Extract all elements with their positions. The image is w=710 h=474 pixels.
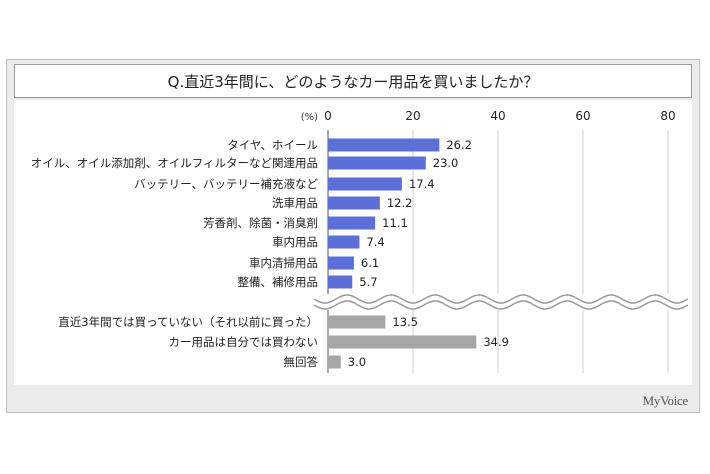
category-label: 無回答	[284, 355, 319, 369]
x-tick-label: 80	[660, 109, 675, 123]
chart-title: Q.直近3年間に、どのようなカー用品を買いましたか？	[167, 72, 539, 91]
bar	[328, 156, 426, 170]
category-label: 芳香剤、除菌・消臭剤	[203, 216, 318, 230]
brand-logo: MyVoice	[642, 393, 689, 408]
value-label: 12.2	[387, 196, 413, 210]
bar	[328, 177, 402, 191]
category-label: カー用品は自分では買わない	[169, 335, 319, 349]
plot-panel: 0 20 40 60 80 (%) タイヤ、ホイール 26.2 オイル、オイル添加剤、オイルフィ…	[14, 100, 692, 385]
bar	[328, 335, 477, 349]
bar	[328, 138, 440, 152]
value-label: 13.5	[392, 315, 418, 329]
unit-label: (%)	[301, 112, 318, 123]
value-label: 11.1	[382, 216, 408, 230]
category-label: 車内用品	[272, 235, 318, 249]
bar	[328, 235, 360, 249]
bar	[328, 355, 341, 369]
category-label: タイヤ、ホイール	[227, 138, 318, 152]
x-tick-label: 20	[405, 109, 420, 123]
x-tick-label: 0	[324, 109, 332, 123]
category-label: 整備、補修用品	[238, 275, 319, 289]
chart-title-box: Q.直近3年間に、どのようなカー用品を買いましたか？	[14, 64, 692, 98]
category-label: 洗車用品	[272, 196, 318, 210]
bar	[328, 196, 380, 210]
category-label: 直近3年間では買っていない（それ以前に買った）	[58, 315, 318, 329]
x-tick-label: 60	[575, 109, 590, 123]
bar	[328, 256, 354, 270]
category-label: バッテリー、バッテリー補充液など	[134, 177, 318, 191]
value-label: 26.2	[446, 138, 472, 152]
axis-break-line	[313, 300, 689, 310]
value-label: 6.1	[361, 256, 379, 270]
axis-break-line	[313, 294, 689, 304]
bar-chart: 0 20 40 60 80 (%) タイヤ、ホイール 26.2 オイル、オイル添加剤、オイルフィ…	[31, 109, 692, 373]
value-label: 3.0	[348, 355, 366, 369]
value-label: 23.0	[433, 156, 459, 170]
bar	[328, 315, 386, 329]
bar	[328, 216, 376, 230]
bar	[328, 275, 353, 289]
x-tick-label: 40	[490, 109, 505, 123]
value-label: 7.4	[366, 235, 384, 249]
value-label: 17.4	[409, 177, 435, 191]
value-label: 5.7	[359, 275, 377, 289]
category-label: 車内清掃用品	[249, 256, 318, 270]
value-label: 34.9	[483, 335, 509, 349]
axis-break-band	[310, 294, 692, 310]
category-label: オイル、オイル添加剤、オイルフィルターなど関連用品	[31, 156, 318, 170]
